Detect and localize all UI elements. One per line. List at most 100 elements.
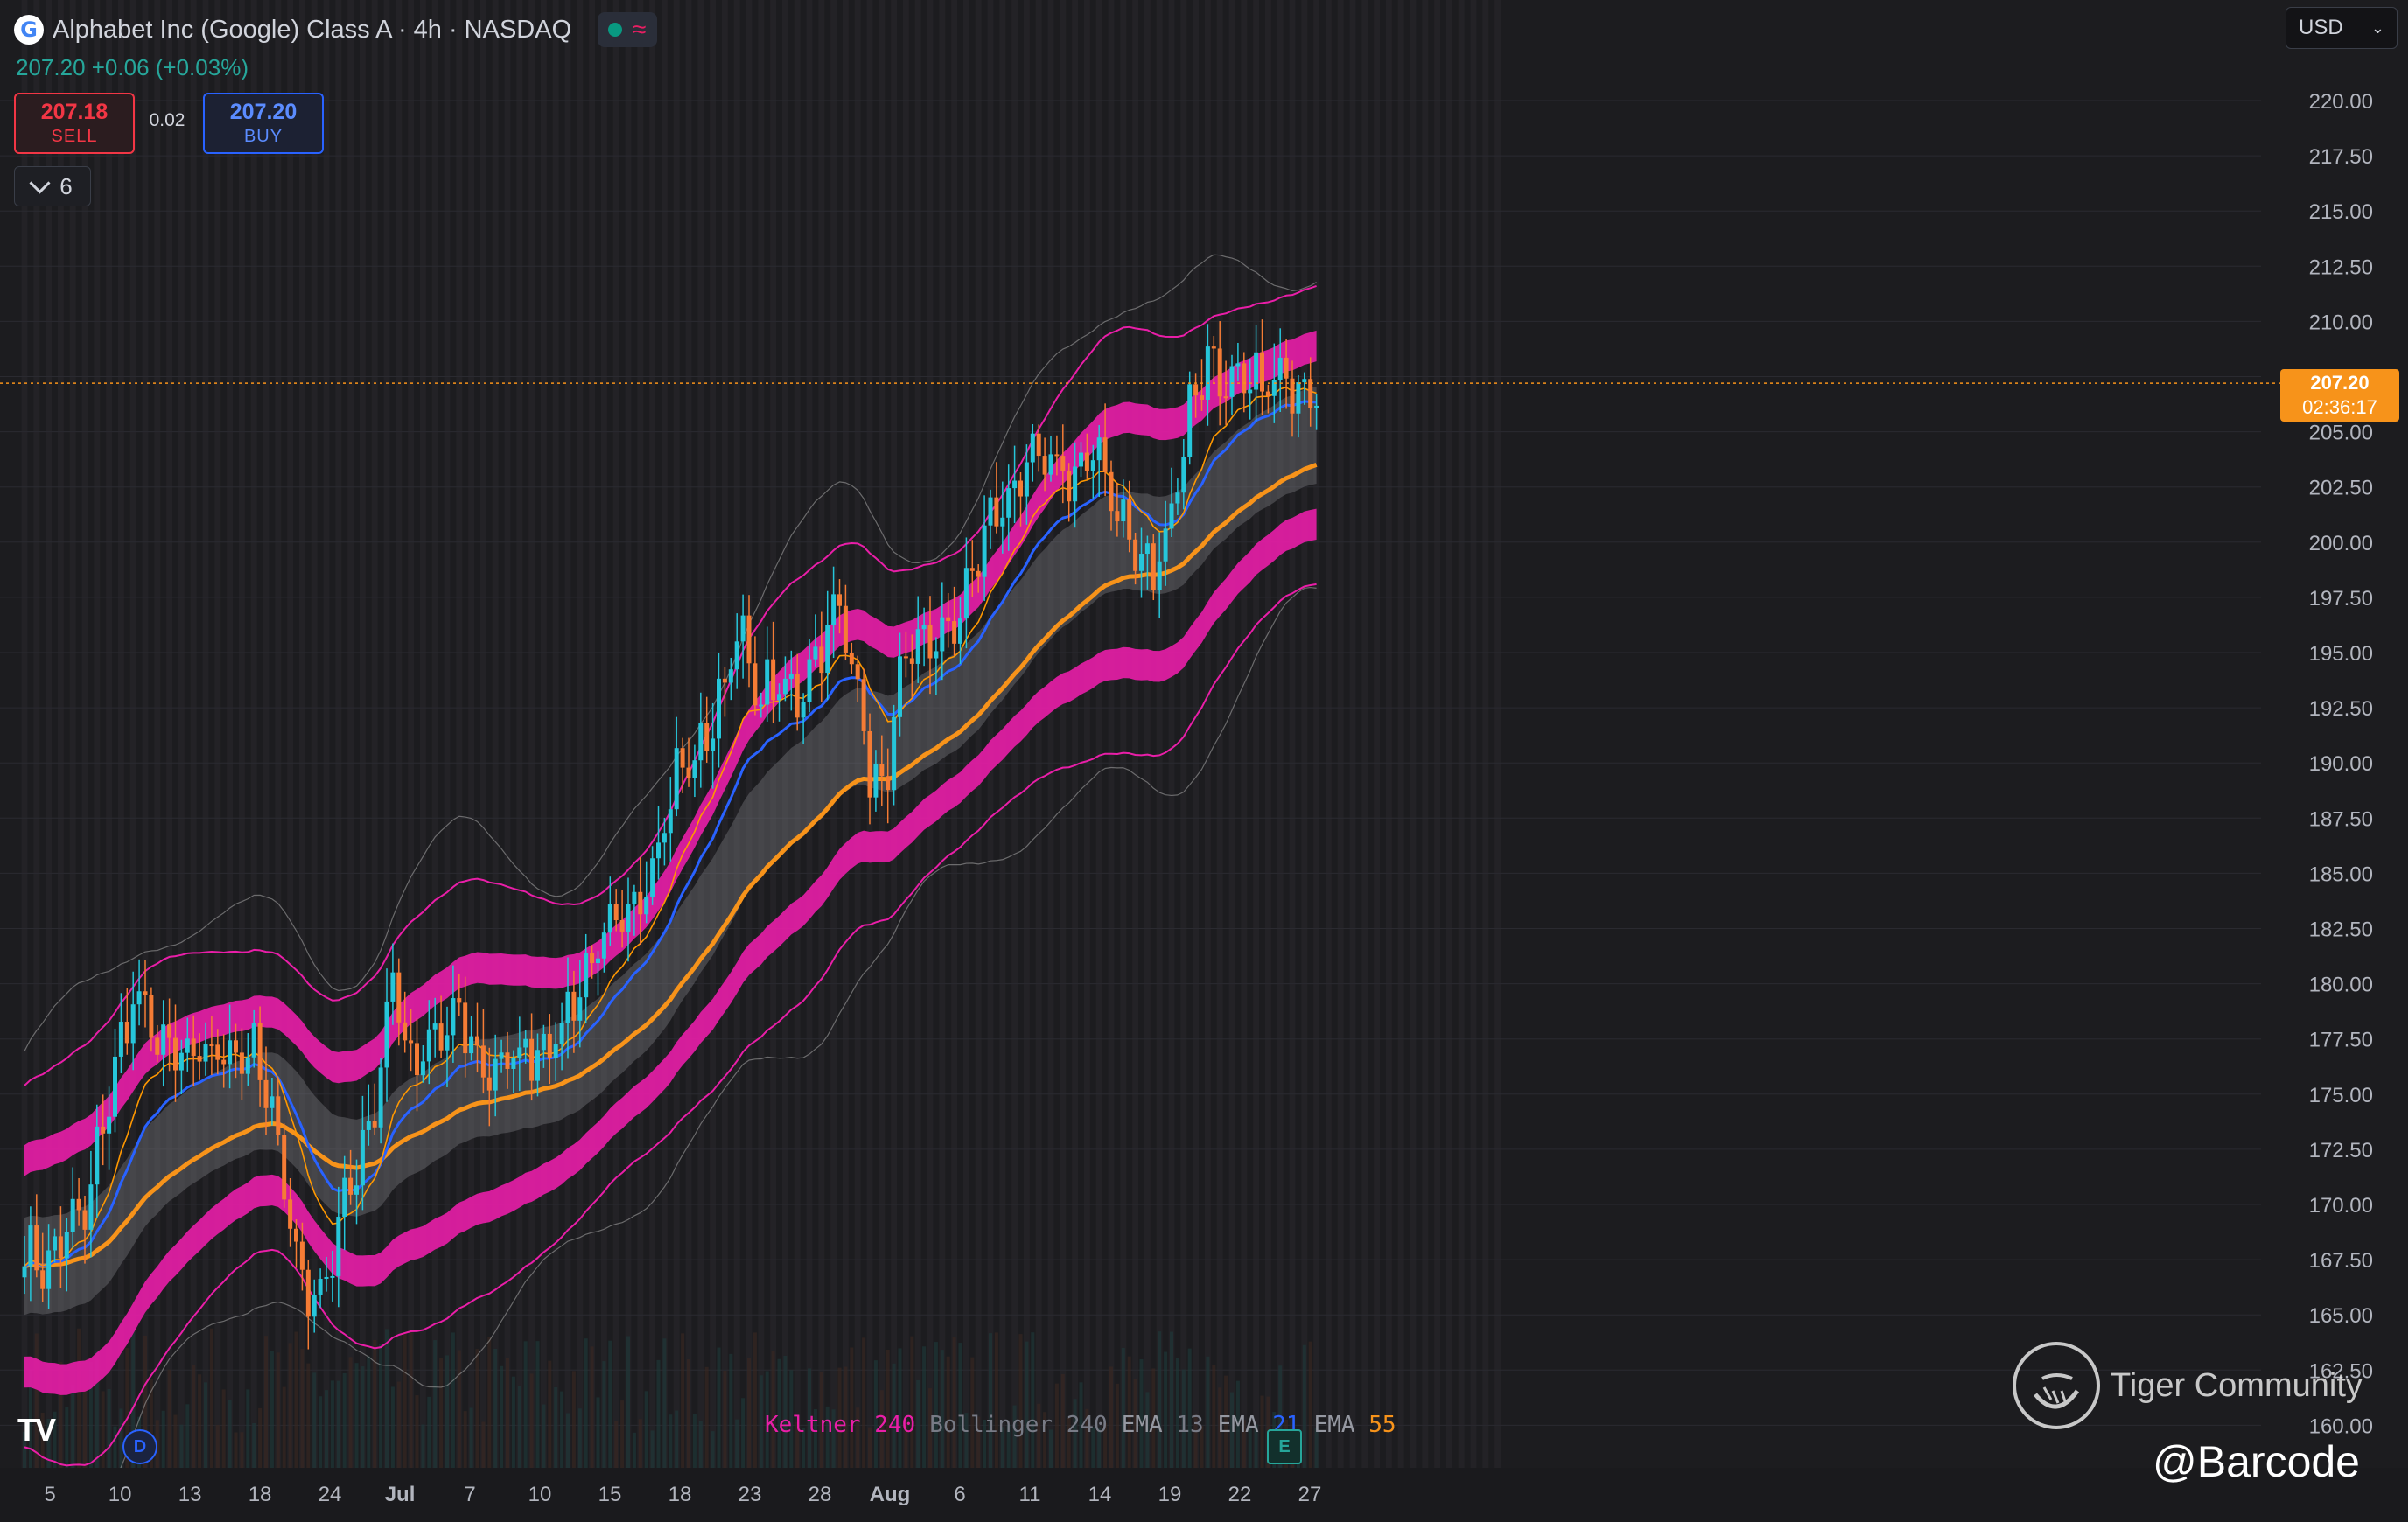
legend-item[interactable]: EMA 55	[1314, 1412, 1396, 1438]
volume-bar	[1110, 1366, 1113, 1468]
candle	[234, 1023, 238, 1079]
volume-bar	[1043, 1412, 1047, 1468]
volume-bar	[1187, 1348, 1192, 1468]
volume-bar	[1260, 1395, 1264, 1468]
candle	[541, 1024, 546, 1068]
legend-item[interactable]: EMA 13	[1122, 1412, 1204, 1438]
google-logo-icon: G	[14, 15, 44, 45]
candle	[197, 1033, 202, 1080]
volume-bar	[970, 1357, 975, 1468]
candle	[668, 777, 673, 862]
legend-item[interactable]: Bollinger 240	[929, 1412, 1108, 1438]
volume-bar	[360, 1366, 365, 1468]
candle	[644, 861, 649, 924]
candle	[765, 626, 770, 722]
volume-bar	[294, 1331, 298, 1468]
indicators-toggle-button[interactable]: 6	[14, 166, 91, 206]
volume-bar	[626, 1336, 630, 1468]
earnings-marker-icon[interactable]: E	[1267, 1429, 1302, 1464]
dividend-marker-icon[interactable]: D	[122, 1429, 158, 1464]
volume-bar	[566, 1413, 570, 1468]
volume-bar	[325, 1390, 328, 1468]
candle	[1084, 433, 1089, 479]
candle	[1030, 423, 1035, 482]
candle	[1079, 442, 1083, 478]
market-status[interactable]: ≈	[598, 12, 657, 47]
currency-select[interactable]: USD ⌄	[2286, 7, 2398, 49]
volume-bar	[475, 1349, 480, 1468]
candle	[493, 1034, 498, 1117]
volume-bar	[396, 1381, 401, 1468]
keltner-upper-band	[24, 330, 1317, 1176]
symbol-header[interactable]: G Alphabet Inc (Google) Class A · 4h · N…	[14, 12, 657, 47]
candle	[734, 613, 739, 689]
candle	[746, 595, 752, 688]
volume-bar	[542, 1404, 546, 1468]
tradingview-logo-icon[interactable]: TV	[18, 1412, 56, 1448]
volume-bar	[71, 1385, 75, 1468]
volume-bar	[571, 1371, 576, 1468]
candle	[1248, 358, 1253, 420]
volume-bar	[692, 1414, 696, 1468]
candle	[457, 974, 462, 1016]
last-price-value: 207.20	[2310, 372, 2370, 394]
candle	[1302, 372, 1307, 405]
candle	[662, 817, 667, 866]
legend-item[interactable]: Keltner 240	[765, 1412, 915, 1438]
time-axis-bg	[0, 1468, 2408, 1522]
symbol-title: Alphabet Inc (Google) Class A · 4h · NAS…	[52, 15, 572, 44]
candle	[1102, 403, 1108, 497]
candle	[782, 656, 788, 702]
volume-bar	[209, 1328, 214, 1468]
volume-bar	[976, 1416, 981, 1468]
legend-param: 13	[1162, 1412, 1204, 1438]
candle	[740, 594, 746, 679]
volume-bar	[1254, 1424, 1258, 1468]
time-tick-label: 18	[248, 1483, 272, 1506]
volume-bar	[1145, 1392, 1150, 1468]
candle	[717, 653, 721, 768]
indicator-legend[interactable]: Keltner 240 Bollinger 240 EMA 13 EMA 21 EMA …	[765, 1412, 1396, 1438]
price-axis[interactable]: 220.00217.50215.00212.50210.00207.50205.…	[2309, 90, 2373, 1438]
candle	[58, 1206, 63, 1288]
candle	[1175, 478, 1180, 515]
bollinger-inner-band	[24, 386, 1317, 1316]
volume-bar	[802, 1428, 806, 1468]
candle	[149, 987, 154, 1052]
candle	[46, 1224, 52, 1309]
volume-bar	[752, 1332, 757, 1468]
candle	[638, 857, 643, 945]
volume-bar	[1170, 1331, 1173, 1468]
volume-bar	[342, 1372, 346, 1468]
volume-bar	[1133, 1379, 1138, 1468]
sell-button[interactable]: 207.18 SELL	[14, 93, 135, 154]
time-axis[interactable]: 5 10 13 18 24 Jul 7 10 15 18 23 28 Aug 6 11 14 19 22 27	[44, 1483, 1321, 1506]
candle	[113, 1028, 117, 1133]
volume-bar	[1308, 1341, 1312, 1468]
candle	[1181, 438, 1186, 510]
time-tick-label: 13	[178, 1483, 202, 1506]
volume-bar	[1242, 1420, 1246, 1468]
volume-bar	[240, 1432, 244, 1468]
volume-bar	[421, 1424, 425, 1468]
legend-item[interactable]: EMA 21	[1218, 1412, 1300, 1438]
candle	[161, 1000, 166, 1087]
volume-bar	[312, 1372, 317, 1468]
candle	[1229, 354, 1235, 416]
volume-bar	[729, 1353, 733, 1468]
volume-bar	[529, 1373, 534, 1468]
buy-button[interactable]: 207.20 BUY	[203, 93, 324, 154]
price-tick-label: 167.50	[2309, 1249, 2373, 1273]
grid-lines	[0, 100, 2261, 1426]
candle	[107, 1086, 112, 1170]
candle	[1163, 500, 1168, 586]
volume-bar	[608, 1340, 612, 1468]
candle	[396, 958, 402, 1046]
candle	[1296, 374, 1301, 438]
volume-bar	[1302, 1344, 1306, 1468]
candle	[305, 1260, 311, 1350]
candle	[686, 737, 691, 787]
volume-bar	[1054, 1383, 1059, 1468]
volume-bar	[101, 1391, 105, 1468]
